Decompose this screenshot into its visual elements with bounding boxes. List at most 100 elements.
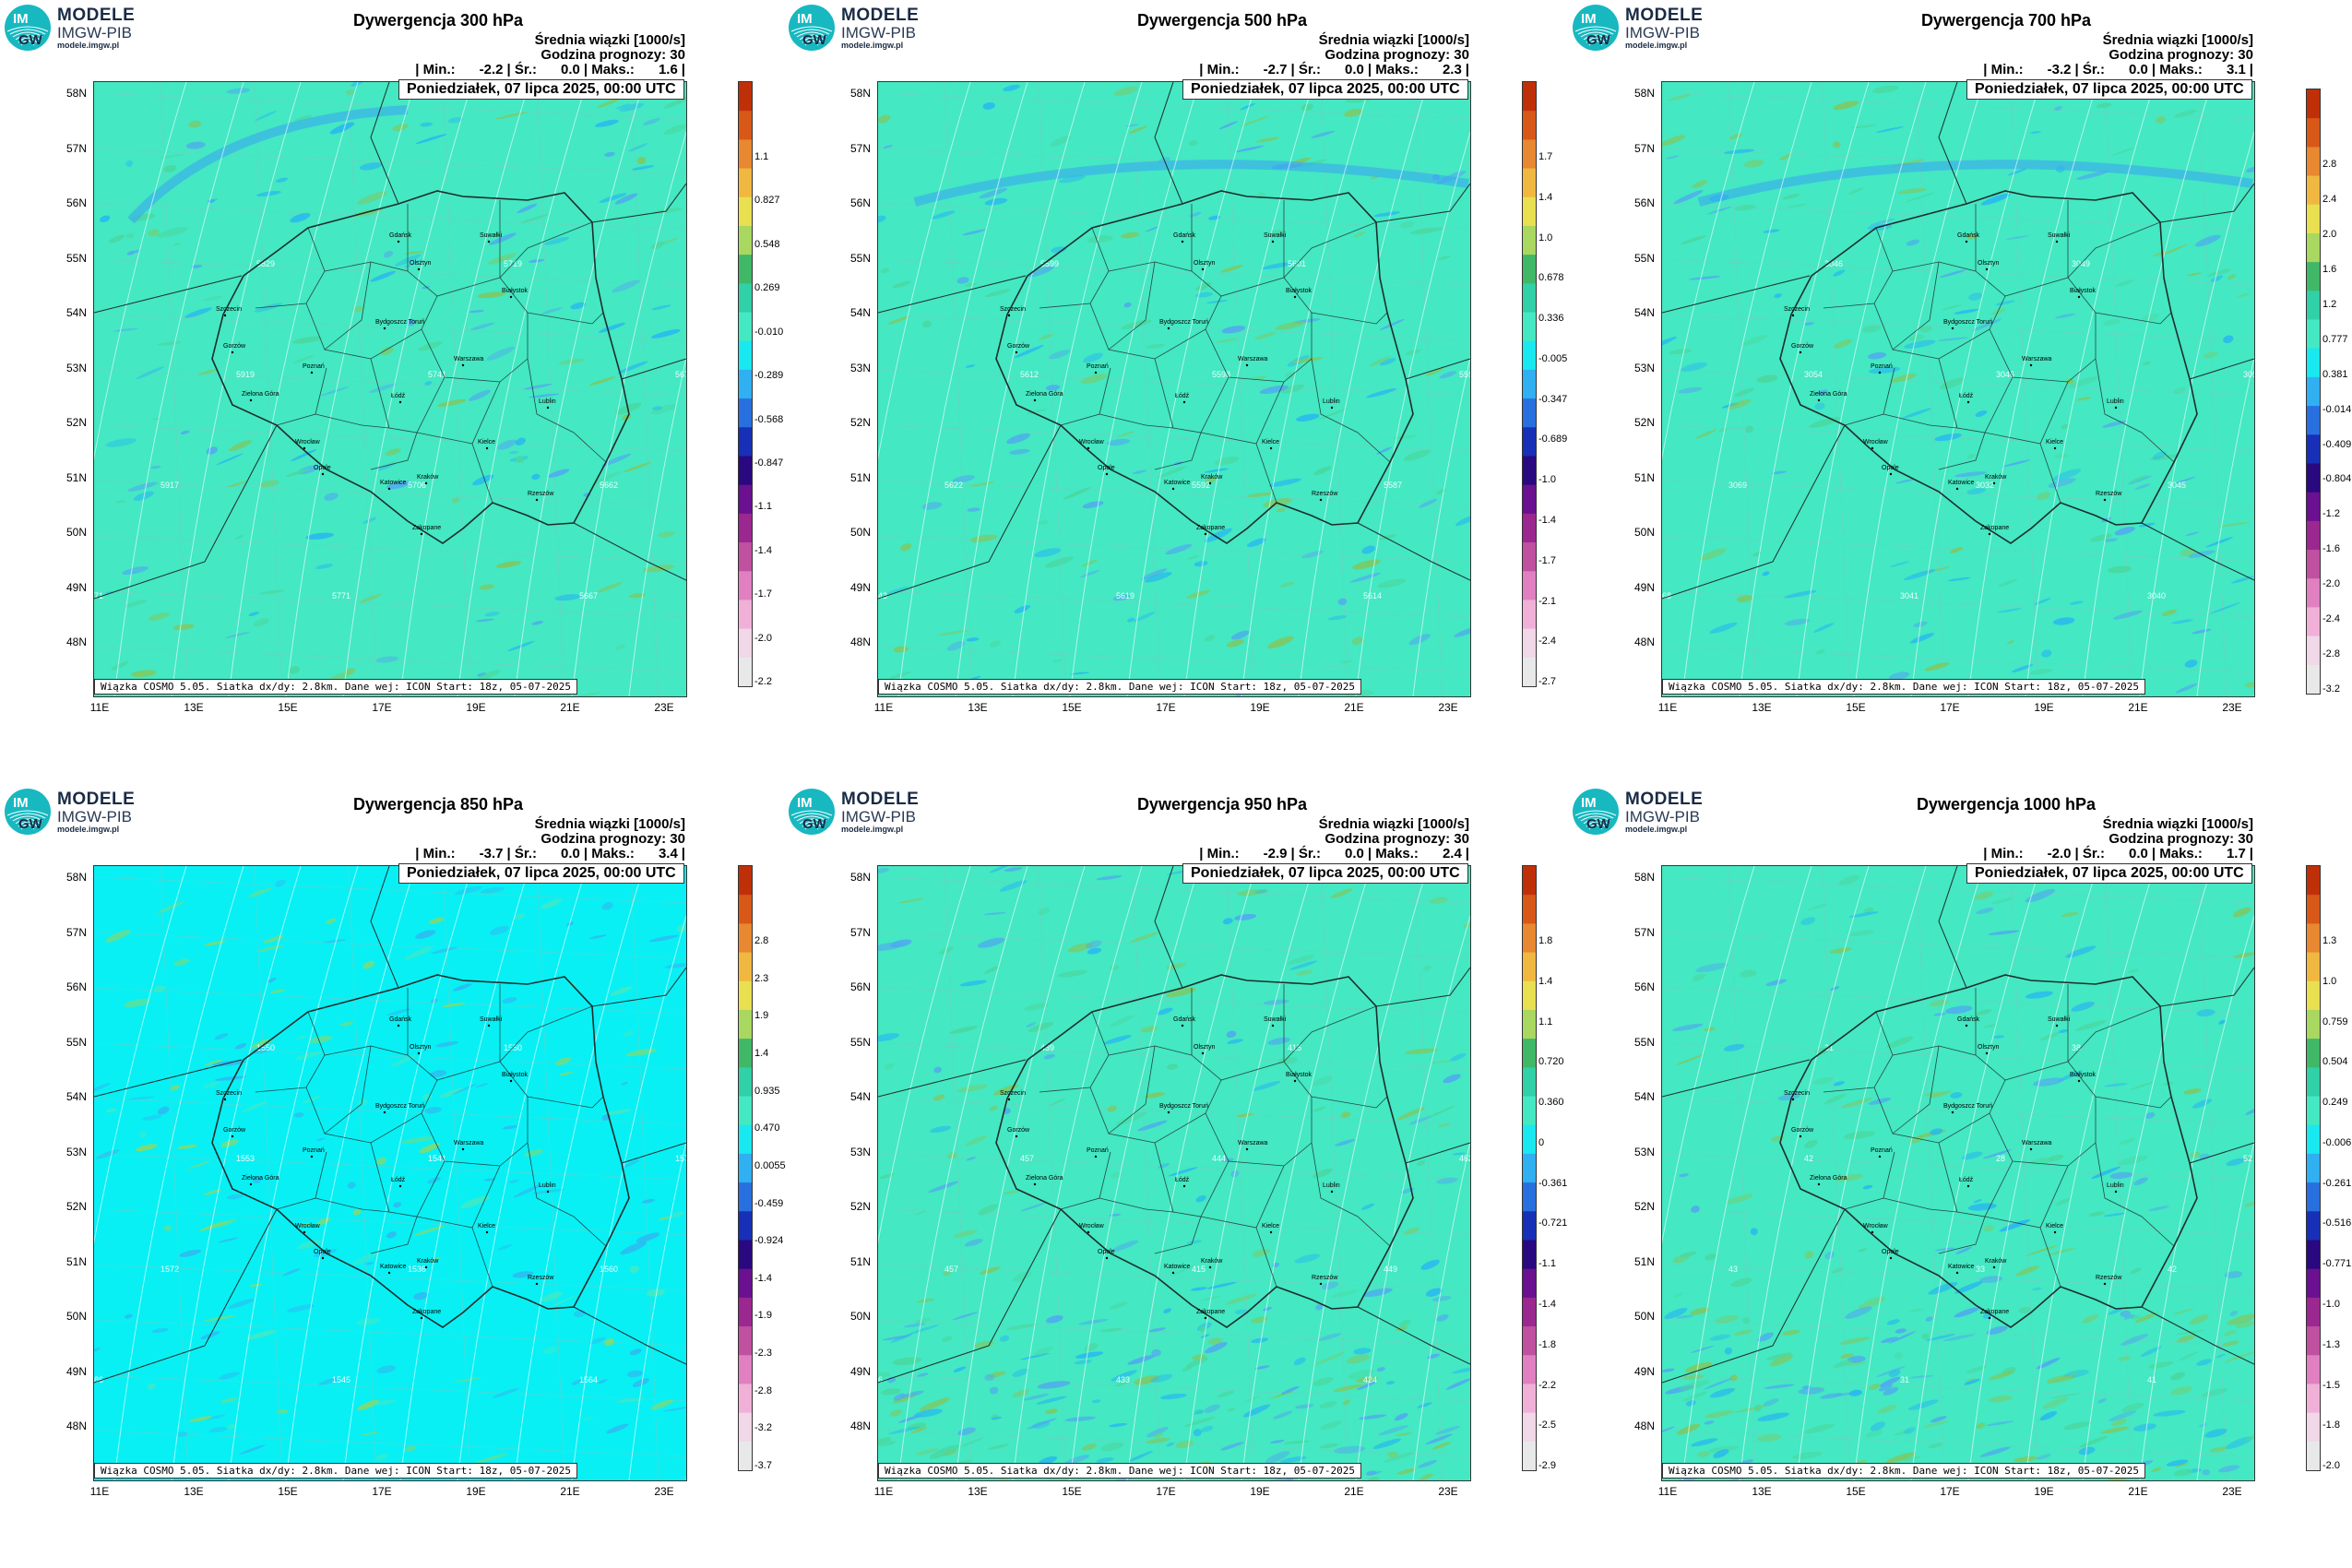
lon-tick-label: 21E — [1344, 701, 1364, 714]
lat-tick-label: 55N — [65, 251, 87, 265]
lat-tick-label: 52N — [849, 1200, 871, 1213]
city-label: Bydgoszcz Toruń — [375, 319, 424, 326]
svg-text:IM: IM — [1581, 795, 1597, 811]
isoline-label: 462 — [1459, 1154, 1470, 1163]
city-label: Katowice — [1164, 1264, 1191, 1270]
isoline-label: 3041 — [1900, 591, 1918, 600]
city-label: Zielona Góra — [242, 1175, 279, 1182]
city-label: Białystok — [1286, 288, 1313, 294]
colorbar-tick-label: 1.8 — [1538, 935, 1553, 946]
svg-text:IM: IM — [797, 795, 813, 811]
city-label: Szczecin — [1000, 1090, 1026, 1097]
city-label: Łódź — [391, 1177, 406, 1183]
city-label: Rzeszów — [528, 491, 554, 497]
colorbar-tick-label: 2.4 — [2322, 193, 2337, 205]
lat-tick-label: 51N — [65, 470, 87, 484]
max-label: | Maks.: — [1367, 62, 1419, 77]
subtitle: Średnia wiązki [1000/s] — [1318, 816, 1469, 832]
city-label: Wrocław — [1863, 1223, 1889, 1229]
lat-tick-label: 52N — [1633, 1200, 1655, 1213]
imgw-badge-icon: IM GW — [1573, 789, 1619, 835]
panel-2: IM GW MODELE IMGW-PIB modele.imgw.pl Dywergen… — [1568, 0, 2352, 784]
valid-date: Poniedziałek, 07 lipca 2025, 00:00 UTC — [1966, 79, 2252, 100]
lat-tick-label: 57N — [65, 925, 87, 939]
lon-tick-label: 21E — [2128, 701, 2148, 714]
colorbar-tick-label: 0.269 — [754, 282, 780, 294]
colorbar-tick-label: 0.504 — [2322, 1056, 2348, 1068]
colorbar-tick-label: 1.7 — [1538, 151, 1553, 162]
poland-border — [995, 974, 1414, 1328]
lon-tick-label: 11E — [1657, 701, 1678, 714]
colorbar-tick-label: -1.4 — [754, 544, 772, 556]
svg-text:IM: IM — [13, 11, 29, 27]
mean-value: 0.0 — [1345, 846, 1364, 861]
city-label: Lublin — [1323, 1182, 1340, 1189]
lon-tick-label: 23E — [654, 1485, 674, 1498]
city-label: Opole — [1882, 465, 1899, 471]
isoline-label: 5619 — [1116, 591, 1134, 600]
colorbar — [738, 865, 753, 1471]
brand-org: IMGW-PIB — [57, 24, 132, 42]
lon-tick-label: 13E — [184, 701, 204, 714]
lon-tick-label: 13E — [1752, 701, 1772, 714]
lat-tick-label: 54N — [65, 1090, 87, 1103]
colorbar — [1522, 81, 1537, 687]
city-label: Gorzów — [223, 343, 246, 350]
city-label: Poznań — [1871, 1147, 1893, 1154]
city-label: Lublin — [2107, 1182, 2124, 1189]
lat-tick-label: 50N — [65, 1310, 87, 1323]
divergence-map: 514342313133283841425238GdańskOlsztynSuw… — [1661, 865, 2255, 1481]
colorbar-tick-label: 1.4 — [1538, 975, 1553, 987]
city-label: Białystok — [502, 288, 529, 294]
panel-0: IM GW MODELE IMGW-PIB modele.imgw.pl Dywergen… — [0, 0, 784, 784]
imgw-logo: IM GW MODELE IMGW-PIB modele.imgw.pl — [788, 788, 926, 839]
colorbar-tick-label: -2.4 — [2322, 613, 2340, 625]
isoline-label: 5592 — [1192, 481, 1210, 490]
svg-text:IM: IM — [797, 11, 813, 27]
lat-tick-label: 48N — [65, 1420, 87, 1432]
brand-org: IMGW-PIB — [57, 808, 132, 826]
isoline-label: 415 — [1192, 1265, 1206, 1274]
city-label: Zielona Góra — [1026, 1175, 1063, 1182]
lon-tick-label: 23E — [1438, 701, 1458, 714]
colorbar-tick-label: -1.9 — [754, 1310, 772, 1322]
colorbar-tick-label: -0.006 — [2322, 1136, 2352, 1148]
city-label: Szczecin — [1784, 306, 1810, 313]
min-value: -3.2 — [2047, 62, 2072, 77]
forecast-hour: Godzina prognozy: 30 — [2108, 47, 2253, 63]
valid-date: Poniedziałek, 07 lipca 2025, 00:00 UTC — [398, 863, 684, 884]
divergence-field — [878, 866, 1470, 1480]
lat-tick-label: 53N — [849, 1145, 871, 1158]
lon-tick-label: 13E — [968, 1485, 988, 1498]
lat-tick-label: 57N — [65, 141, 87, 155]
colorbar-tick-label: -2.3 — [754, 1348, 772, 1360]
isoline-label: 5662 — [600, 481, 618, 490]
min-label: | Min.: — [1983, 846, 2024, 861]
colorbar-tick-label: 0.678 — [1538, 272, 1564, 284]
city-label: Szczecin — [216, 1090, 242, 1097]
divergence-map: 476457457439433415444415424449462476Gdań… — [877, 865, 1471, 1481]
city-label: Olsztyn — [1978, 260, 1999, 267]
isoline-label: 5674 — [675, 370, 686, 379]
colorbar-tick-label: -1.4 — [754, 1272, 772, 1284]
lon-tick-label: 19E — [1250, 1485, 1270, 1498]
imgw-logo: IM GW MODELE IMGW-PIB modele.imgw.pl — [1572, 788, 1710, 839]
city-label: Zielona Góra — [242, 391, 279, 398]
colorbar — [1522, 865, 1537, 1471]
lon-tick-label: 17E — [372, 701, 392, 714]
colorbar-tick-label: 2.8 — [754, 935, 769, 946]
valid-date: Poniedziałek, 07 lipca 2025, 00:00 UTC — [1182, 863, 1468, 884]
imgw-logo: IM GW MODELE IMGW-PIB modele.imgw.pl — [788, 4, 926, 55]
max-value: 3.1 — [2226, 62, 2246, 77]
city-label: Zielona Góra — [1026, 391, 1063, 398]
colorbar-tick-label: -1.3 — [2322, 1338, 2340, 1350]
city-label: Łódź — [1175, 1177, 1190, 1183]
colorbar-tick-label: 0.360 — [1538, 1097, 1564, 1109]
city-label: Zielona Góra — [1810, 391, 1847, 398]
city-label: Rzeszów — [1312, 1275, 1338, 1281]
lat-tick-label: 55N — [1633, 251, 1655, 265]
isoline-label: 1536 — [408, 1265, 426, 1274]
valid-date: Poniedziałek, 07 lipca 2025, 00:00 UTC — [1966, 863, 2252, 884]
colorbar-tick-label: -0.361 — [1538, 1177, 1568, 1189]
colorbar-tick-label: -2.8 — [754, 1384, 772, 1396]
